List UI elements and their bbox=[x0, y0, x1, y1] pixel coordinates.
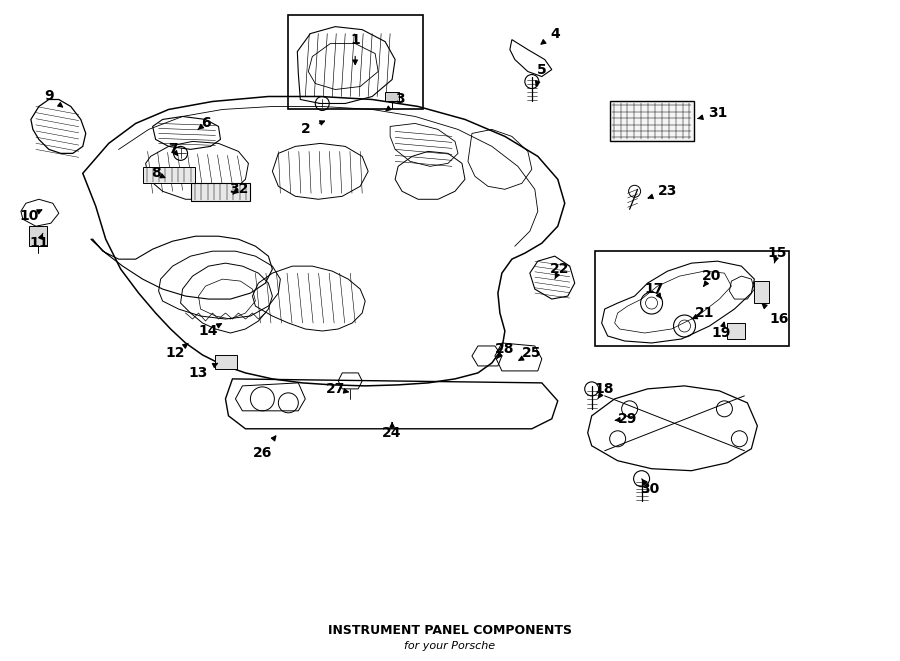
Text: for your Porsche: for your Porsche bbox=[404, 641, 496, 651]
Text: 28: 28 bbox=[495, 342, 515, 359]
Bar bbox=[727, 323, 745, 339]
Text: 9: 9 bbox=[44, 89, 63, 107]
Text: 10: 10 bbox=[19, 210, 41, 223]
Text: 23: 23 bbox=[648, 184, 677, 198]
Text: 16: 16 bbox=[762, 304, 789, 326]
Text: 29: 29 bbox=[615, 412, 637, 426]
Bar bbox=[29, 226, 47, 246]
Text: 20: 20 bbox=[702, 269, 721, 286]
Text: 13: 13 bbox=[189, 364, 218, 380]
Bar bbox=[754, 281, 770, 303]
Text: 19: 19 bbox=[712, 323, 731, 340]
Bar bbox=[288, 15, 423, 110]
Bar bbox=[595, 251, 789, 346]
Text: 24: 24 bbox=[382, 422, 402, 440]
Text: 31: 31 bbox=[698, 106, 727, 120]
Text: 7: 7 bbox=[167, 142, 177, 157]
Text: 11: 11 bbox=[29, 233, 49, 250]
Text: 4: 4 bbox=[541, 26, 560, 44]
Text: 5: 5 bbox=[536, 63, 546, 86]
Bar bbox=[142, 167, 194, 183]
Text: 21: 21 bbox=[692, 306, 715, 320]
Text: 27: 27 bbox=[326, 382, 348, 396]
Text: 8: 8 bbox=[150, 167, 165, 180]
Text: 30: 30 bbox=[640, 479, 659, 496]
Text: 14: 14 bbox=[199, 324, 221, 338]
Bar bbox=[215, 355, 238, 369]
Bar bbox=[191, 183, 250, 201]
Text: 6: 6 bbox=[198, 116, 211, 130]
Text: 15: 15 bbox=[768, 246, 788, 263]
Text: 3: 3 bbox=[386, 93, 405, 110]
Text: 22: 22 bbox=[550, 262, 570, 279]
Text: 12: 12 bbox=[166, 343, 188, 360]
Text: 25: 25 bbox=[518, 346, 542, 360]
Text: 17: 17 bbox=[645, 282, 664, 299]
Text: INSTRUMENT PANEL COMPONENTS: INSTRUMENT PANEL COMPONENTS bbox=[328, 624, 572, 637]
Text: 26: 26 bbox=[253, 436, 275, 460]
Bar bbox=[385, 91, 399, 102]
Text: 18: 18 bbox=[595, 382, 615, 399]
Text: 32: 32 bbox=[229, 182, 248, 196]
Bar bbox=[609, 102, 695, 141]
Text: 2: 2 bbox=[301, 121, 325, 136]
Text: 1: 1 bbox=[350, 32, 360, 65]
